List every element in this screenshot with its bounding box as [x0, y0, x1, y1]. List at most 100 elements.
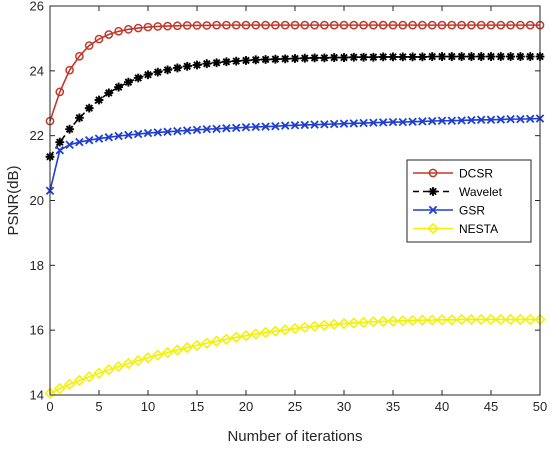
data-point — [65, 124, 74, 134]
x-mark — [290, 121, 300, 130]
star-mark — [84, 103, 94, 113]
x-mark — [241, 123, 251, 132]
x-mark — [202, 124, 212, 134]
data-point — [114, 131, 123, 141]
data-point — [465, 313, 478, 326]
diamond-mark — [446, 314, 458, 326]
circle-mark — [486, 20, 496, 30]
diamond-mark — [426, 314, 438, 326]
y-tick-label: 26 — [30, 0, 44, 14]
circle-mark — [467, 20, 476, 30]
star-mark — [359, 52, 368, 62]
data-point — [408, 52, 417, 62]
diamond-mark — [387, 315, 399, 327]
data-point — [348, 317, 360, 329]
data-point — [436, 314, 448, 326]
data-point — [486, 20, 496, 30]
data-point — [153, 22, 163, 31]
x-mark — [408, 117, 417, 126]
data-point — [104, 133, 114, 142]
data-point — [132, 354, 144, 367]
data-point — [339, 119, 349, 128]
star-mark — [261, 55, 270, 64]
data-point — [261, 122, 270, 131]
star-mark — [476, 52, 486, 61]
data-point — [525, 52, 535, 61]
x-tick-label: 25 — [288, 399, 302, 414]
data-point — [357, 316, 370, 329]
x-mark — [369, 118, 378, 127]
data-point — [378, 118, 388, 127]
star-mark — [75, 113, 84, 123]
data-point — [525, 114, 535, 124]
data-point — [504, 313, 517, 326]
x-mark — [231, 123, 241, 133]
x-mark — [261, 122, 270, 131]
data-point — [349, 20, 359, 30]
data-point — [192, 60, 202, 70]
circle-mark — [280, 20, 290, 30]
x-mark — [300, 120, 310, 130]
data-point — [222, 20, 231, 30]
diamond-mark — [171, 344, 184, 356]
data-point — [212, 58, 221, 68]
data-point — [467, 115, 476, 125]
x-mark — [457, 116, 466, 125]
data-point — [124, 24, 133, 34]
star-mark — [300, 53, 310, 63]
star-mark — [349, 52, 359, 62]
legend-entry-nesta: NESTA — [413, 222, 498, 236]
data-point — [310, 53, 319, 63]
x-mark — [280, 121, 290, 130]
star-mark — [280, 54, 290, 64]
data-point — [457, 52, 466, 61]
data-point — [300, 20, 310, 30]
star-mark — [104, 88, 114, 98]
star-mark — [310, 53, 319, 63]
diamond-mark — [427, 222, 439, 235]
star-mark — [143, 70, 153, 80]
star-mark — [251, 55, 261, 65]
x-mark — [153, 128, 163, 137]
data-point — [220, 333, 233, 345]
data-point — [457, 116, 466, 125]
circle-mark — [133, 23, 143, 33]
data-point — [84, 103, 94, 113]
star-mark — [290, 54, 300, 63]
data-point — [369, 20, 378, 30]
star-mark — [241, 56, 251, 65]
x-mark — [310, 120, 319, 129]
circle-mark — [339, 20, 349, 30]
data-point — [446, 314, 458, 326]
diamond-mark — [191, 339, 203, 352]
data-point — [55, 87, 65, 97]
data-point — [143, 22, 153, 32]
data-point — [201, 337, 213, 349]
legend-entry-gsr: GSR — [413, 203, 485, 217]
data-point — [94, 34, 104, 44]
series-line-dcsr — [49, 24, 540, 122]
axes: 0 5 10 15 20 25 30 35 40 45 50 14 16 18 20 22 24 26 Number… — [5, 0, 547, 445]
x-mark — [65, 140, 74, 149]
x-mark — [398, 117, 408, 127]
data-point — [359, 52, 368, 62]
star-mark — [467, 52, 476, 61]
data-point — [388, 117, 398, 127]
data-point — [418, 20, 427, 30]
star-mark — [437, 52, 447, 61]
x-mark — [388, 117, 398, 127]
data-point — [476, 20, 486, 30]
data-point — [280, 54, 290, 64]
star-mark — [163, 65, 172, 75]
diamond-mark — [132, 354, 144, 367]
circle-mark — [202, 21, 212, 30]
diamond-mark — [63, 378, 76, 390]
data-point — [222, 57, 231, 67]
data-point — [261, 55, 270, 64]
x-tick-label: 45 — [484, 399, 498, 414]
data-point — [230, 331, 242, 343]
y-tick-label: 24 — [30, 63, 44, 78]
circle-mark — [55, 87, 65, 97]
diamond-mark — [44, 387, 56, 400]
data-point — [516, 52, 525, 61]
